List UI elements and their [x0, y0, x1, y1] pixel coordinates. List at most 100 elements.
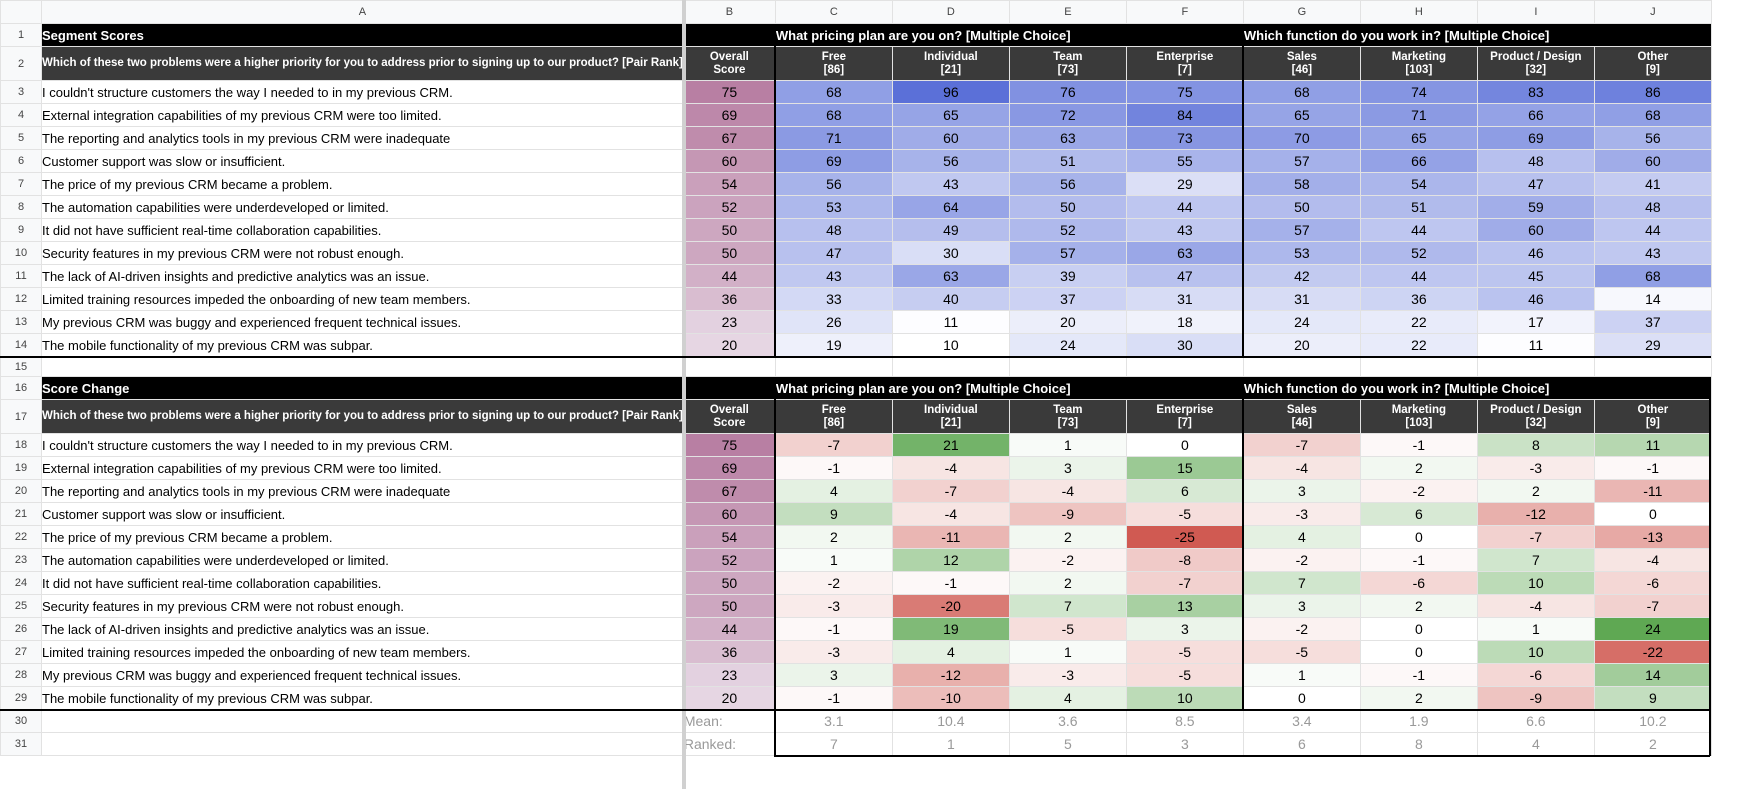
segment-score-cell[interactable]: 56: [1593, 126, 1712, 150]
segment-score-cell[interactable]: 41: [1593, 172, 1712, 196]
score-change-cell[interactable]: -1: [774, 456, 893, 480]
score-change-cell[interactable]: 21: [891, 433, 1010, 457]
segment-score-cell[interactable]: 71: [774, 126, 893, 150]
overall-score-cell[interactable]: 69: [682, 103, 776, 127]
score-change-cell[interactable]: 15: [1125, 456, 1244, 480]
group-header-function[interactable]: Which function do you work in? [Multiple…: [1242, 23, 1712, 47]
column-header-c[interactable]: C: [774, 0, 893, 24]
empty-cell[interactable]: [41, 709, 684, 733]
score-change-cell[interactable]: 3: [1125, 617, 1244, 641]
score-change-cell[interactable]: 3: [774, 663, 893, 687]
score-change-cell[interactable]: 2: [1359, 456, 1478, 480]
mean-value[interactable]: 6.6: [1476, 709, 1595, 733]
score-change-cell[interactable]: -6: [1359, 571, 1478, 595]
segment-header[interactable]: Other [9]: [1593, 399, 1712, 434]
ranked-value[interactable]: 7: [774, 732, 893, 756]
segment-score-cell[interactable]: 60: [1476, 218, 1595, 242]
segment-score-cell[interactable]: 50: [1008, 195, 1127, 219]
group-header-pricing-plan[interactable]: What pricing plan are you on? [Multiple …: [774, 23, 1244, 47]
row-header[interactable]: 26: [0, 617, 42, 641]
segment-score-cell[interactable]: 43: [891, 172, 1010, 196]
empty-cell[interactable]: [1476, 356, 1595, 377]
segment-score-cell[interactable]: 52: [1359, 241, 1478, 265]
score-change-cell[interactable]: 9: [774, 502, 893, 526]
score-change-cell[interactable]: -13: [1593, 525, 1712, 549]
score-change-cell[interactable]: 11: [1593, 433, 1712, 457]
score-change-cell[interactable]: -7: [1593, 594, 1712, 618]
row-header[interactable]: 14: [0, 333, 42, 357]
row-header[interactable]: 1: [0, 23, 42, 47]
score-change-cell[interactable]: -1: [1359, 663, 1478, 687]
column-header-b[interactable]: B: [682, 0, 776, 24]
score-change-cell[interactable]: 2: [1476, 479, 1595, 503]
score-change-cell[interactable]: 8: [1476, 433, 1595, 457]
score-change-cell[interactable]: -1: [1359, 548, 1478, 572]
ranked-value[interactable]: 2: [1593, 732, 1712, 756]
segment-score-cell[interactable]: 86: [1593, 80, 1712, 104]
segment-header[interactable]: Team [73]: [1008, 399, 1127, 434]
problem-label[interactable]: The mobile functionality of my previous …: [41, 333, 684, 357]
score-change-cell[interactable]: -9: [1476, 686, 1595, 710]
score-change-cell[interactable]: -4: [1008, 479, 1127, 503]
segment-score-cell[interactable]: 96: [891, 80, 1010, 104]
segment-score-cell[interactable]: 64: [891, 195, 1010, 219]
segment-score-cell[interactable]: 48: [1476, 149, 1595, 173]
segment-score-cell[interactable]: 71: [1359, 103, 1478, 127]
score-change-cell[interactable]: -1: [1359, 433, 1478, 457]
segment-score-cell[interactable]: 43: [774, 264, 893, 288]
segment-score-cell[interactable]: 44: [1359, 264, 1478, 288]
overall-score-cell[interactable]: 60: [682, 502, 776, 526]
segment-score-cell[interactable]: 45: [1476, 264, 1595, 288]
segment-score-cell[interactable]: 63: [1008, 126, 1127, 150]
segment-score-cell[interactable]: 40: [891, 287, 1010, 311]
score-change-cell[interactable]: 0: [1593, 502, 1712, 526]
problem-label[interactable]: The automation capabilities were underde…: [41, 548, 684, 572]
segment-score-cell[interactable]: 48: [774, 218, 893, 242]
row-header[interactable]: 7: [0, 172, 42, 196]
overall-score-cell[interactable]: 52: [682, 195, 776, 219]
overall-score-cell[interactable]: 75: [682, 433, 776, 457]
segment-score-cell[interactable]: 58: [1242, 172, 1361, 196]
segment-score-cell[interactable]: 65: [891, 103, 1010, 127]
problem-label[interactable]: Security features in my previous CRM wer…: [41, 241, 684, 265]
score-change-cell[interactable]: 10: [1476, 640, 1595, 664]
column-header-g[interactable]: G: [1242, 0, 1361, 24]
problem-label[interactable]: It did not have sufficient real-time col…: [41, 571, 684, 595]
empty-cell[interactable]: [1008, 356, 1127, 377]
segment-score-cell[interactable]: 66: [1359, 149, 1478, 173]
score-change-cell[interactable]: 7: [1008, 594, 1127, 618]
segment-score-cell[interactable]: 30: [1125, 333, 1244, 357]
score-change-cell[interactable]: -5: [1008, 617, 1127, 641]
overall-score-cell[interactable]: 50: [682, 218, 776, 242]
problem-label[interactable]: The mobile functionality of my previous …: [41, 686, 684, 710]
overall-score-cell[interactable]: 36: [682, 640, 776, 664]
overall-score-cell[interactable]: 54: [682, 172, 776, 196]
score-change-cell[interactable]: 0: [1242, 686, 1361, 710]
score-change-cell[interactable]: -6: [1593, 571, 1712, 595]
segment-score-cell[interactable]: 74: [1359, 80, 1478, 104]
ranked-value[interactable]: 3: [1125, 732, 1244, 756]
segment-score-cell[interactable]: 29: [1125, 172, 1244, 196]
segment-score-cell[interactable]: 65: [1359, 126, 1478, 150]
column-header-i[interactable]: I: [1476, 0, 1595, 24]
score-change-cell[interactable]: -3: [1008, 663, 1127, 687]
segment-score-cell[interactable]: 17: [1476, 310, 1595, 334]
score-change-cell[interactable]: 2: [1359, 686, 1478, 710]
segment-score-cell[interactable]: 73: [1125, 126, 1244, 150]
score-change-cell[interactable]: -4: [891, 502, 1010, 526]
score-change-cell[interactable]: 1: [1242, 663, 1361, 687]
score-change-cell[interactable]: 4: [774, 479, 893, 503]
row-header[interactable]: 30: [0, 709, 42, 733]
score-change-cell[interactable]: 6: [1359, 502, 1478, 526]
score-change-cell[interactable]: 10: [1476, 571, 1595, 595]
row-header[interactable]: 9: [0, 218, 42, 242]
column-header-f[interactable]: F: [1125, 0, 1244, 24]
score-change-cell[interactable]: -7: [1125, 571, 1244, 595]
score-change-cell[interactable]: 3: [1242, 594, 1361, 618]
overall-score-cell[interactable]: 23: [682, 663, 776, 687]
score-change-cell[interactable]: 2: [1359, 594, 1478, 618]
score-change-cell[interactable]: -2: [1242, 617, 1361, 641]
row-header[interactable]: 19: [0, 456, 42, 480]
row-header[interactable]: 5: [0, 126, 42, 150]
